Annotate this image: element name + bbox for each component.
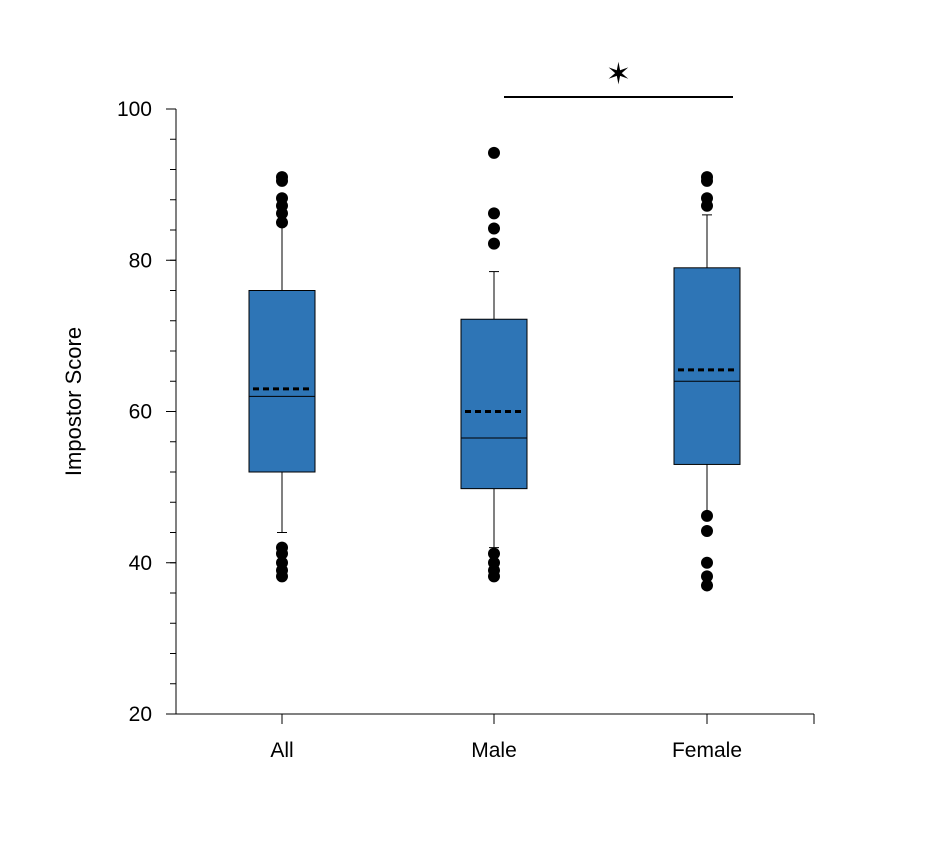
outlier-point [701,556,713,569]
outlier-point [488,146,500,159]
outlier-point [701,524,713,537]
iqr-box [460,318,528,490]
y-tick-label: 20 [129,703,152,726]
boxes-layer [248,146,741,592]
outlier-point [701,171,713,184]
outlier-point [276,216,288,229]
outlier-point [276,192,288,205]
outlier-point [488,207,500,220]
axes-layer [166,108,815,724]
y-axis-title: Impostor Score [61,327,86,476]
outlier-point [488,547,500,560]
y-tick-label: 100 [117,98,152,121]
box-group-female [673,171,741,592]
outlier-point [276,556,288,569]
outlier-point [701,509,713,522]
outlier-point [701,579,713,592]
box-group-male [460,146,528,583]
x-tick-label: Male [471,739,517,762]
outlier-point [701,570,713,583]
iqr-box [248,290,316,473]
outlier-point [488,237,500,250]
outlier-point [276,171,288,184]
significance-star: ✶ [606,57,631,92]
outlier-point [488,556,500,569]
y-tick-label: 40 [129,552,152,575]
outlier-point [276,541,288,554]
box-group-all [248,171,316,583]
labels-layer: 20 40 60 80 100 All Male Female Impostor Score ✶ [61,57,742,762]
y-tick-label: 60 [129,401,152,424]
outlier-point [701,192,713,205]
iqr-box [673,267,741,465]
x-tick-label: All [270,739,293,762]
x-tick-label: Female [672,739,742,762]
outlier-point [488,222,500,235]
y-tick-label: 80 [129,249,152,272]
